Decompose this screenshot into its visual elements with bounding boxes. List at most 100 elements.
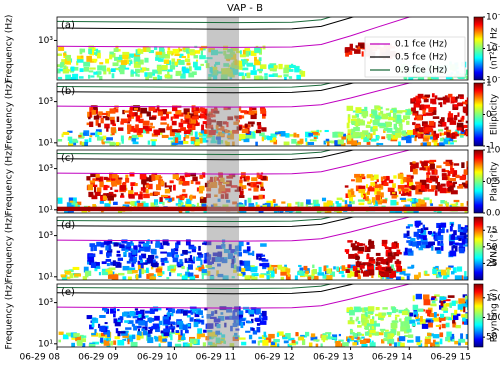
spectrogram-texture bbox=[123, 266, 130, 271]
x-tick-label: 06-29 13 bbox=[313, 353, 353, 363]
spectrogram-texture bbox=[239, 180, 242, 183]
spectrogram-texture bbox=[298, 336, 304, 340]
spectrogram-texture bbox=[445, 337, 448, 341]
spectrogram-texture bbox=[256, 308, 261, 313]
spectrogram-texture bbox=[314, 200, 316, 204]
spectrogram-texture bbox=[134, 192, 138, 195]
spectrogram-texture bbox=[395, 133, 401, 138]
spectrogram-texture bbox=[274, 65, 278, 68]
spectrogram-texture bbox=[110, 187, 112, 190]
spectrogram-texture bbox=[257, 323, 260, 326]
spectrogram-texture bbox=[247, 246, 251, 251]
spectrogram-texture bbox=[99, 272, 101, 275]
spectrogram-texture bbox=[163, 316, 169, 320]
spectrogram-texture bbox=[135, 124, 139, 129]
spectrogram-texture bbox=[465, 342, 470, 345]
spectrogram-texture bbox=[439, 332, 443, 337]
spectrogram-texture bbox=[385, 330, 389, 332]
spectrogram-texture bbox=[109, 244, 111, 249]
spectrogram-texture bbox=[377, 265, 381, 267]
spectrogram-texture bbox=[161, 181, 165, 186]
spectrogram-texture bbox=[88, 75, 90, 79]
spectrogram-texture bbox=[68, 137, 73, 141]
spectrogram-texture bbox=[164, 59, 169, 63]
spectrogram-texture bbox=[429, 121, 434, 126]
spectrogram-texture bbox=[175, 344, 181, 349]
spectrogram-texture bbox=[369, 330, 375, 333]
spectrogram-texture bbox=[393, 113, 396, 118]
colorbar-tick-label: 0.0 bbox=[486, 209, 500, 219]
x-tick-label: 06-29 14 bbox=[372, 353, 413, 363]
spectrogram-texture bbox=[241, 322, 244, 328]
spectrogram-texture bbox=[114, 262, 121, 264]
spectrogram-texture bbox=[192, 116, 199, 119]
spectrogram-texture bbox=[418, 272, 421, 277]
spectrogram-texture bbox=[463, 227, 467, 233]
spectrogram-texture bbox=[157, 70, 161, 74]
spectrogram-texture bbox=[166, 126, 170, 130]
spectrogram-texture bbox=[155, 243, 160, 248]
spectrogram-texture bbox=[407, 175, 411, 178]
spectrogram-texture bbox=[146, 185, 149, 188]
spectrogram-texture bbox=[392, 307, 396, 313]
spectrogram-texture bbox=[297, 141, 303, 144]
spectrogram-texture bbox=[360, 340, 366, 344]
spectrogram-texture bbox=[152, 141, 156, 146]
spectrogram-texture bbox=[259, 195, 263, 200]
spectrogram-texture bbox=[357, 251, 363, 254]
spectrogram-texture bbox=[148, 141, 150, 145]
spectrogram-texture bbox=[156, 268, 162, 272]
spectrogram-texture bbox=[88, 117, 90, 120]
spectrogram-texture bbox=[452, 320, 455, 324]
spectrogram-texture bbox=[170, 65, 175, 70]
spectrogram-texture bbox=[147, 318, 154, 322]
spectrogram-texture bbox=[162, 109, 167, 114]
spectrogram-texture bbox=[323, 266, 326, 272]
spectrogram-texture bbox=[83, 62, 90, 67]
title: VAP - B bbox=[227, 3, 263, 14]
spectrogram-texture bbox=[110, 120, 114, 125]
spectrogram-texture bbox=[424, 197, 430, 200]
spectrogram-texture bbox=[252, 251, 254, 256]
spectrogram-texture bbox=[128, 339, 130, 345]
spectrogram-texture bbox=[328, 334, 330, 339]
spectrogram-texture bbox=[72, 139, 77, 143]
spectrogram-texture bbox=[199, 175, 203, 179]
spectrogram-texture bbox=[239, 134, 245, 139]
spectrogram-texture bbox=[77, 59, 84, 62]
spectrogram-texture bbox=[415, 128, 419, 131]
spectrogram-texture bbox=[391, 271, 396, 276]
spectrogram-texture bbox=[102, 142, 105, 145]
spectrogram-texture bbox=[401, 189, 408, 192]
spectrogram-texture bbox=[170, 180, 174, 183]
shaded-interval bbox=[207, 17, 239, 80]
spectrogram-texture bbox=[398, 173, 404, 178]
spectrogram-texture bbox=[203, 342, 206, 346]
spectrogram-texture bbox=[453, 315, 458, 320]
spectrogram-texture bbox=[418, 230, 421, 233]
legend-label: 0.5 fce (Hz) bbox=[395, 53, 447, 63]
legend-label: 0.9 fce (Hz) bbox=[395, 66, 447, 76]
spectrogram-texture bbox=[106, 259, 112, 262]
spectrogram-texture bbox=[387, 128, 393, 133]
spectrogram-texture bbox=[261, 127, 266, 131]
spectrogram-texture bbox=[435, 190, 438, 196]
spectrogram-texture bbox=[105, 59, 109, 64]
x-tick-label: 06-29 10 bbox=[137, 353, 178, 363]
spectrogram-texture bbox=[143, 243, 149, 246]
spectrogram-texture bbox=[57, 207, 468, 211]
spectrogram-texture bbox=[309, 342, 313, 347]
spectrogram-texture bbox=[417, 237, 419, 240]
spectrogram-texture bbox=[450, 235, 455, 240]
spectrogram-texture bbox=[453, 245, 455, 248]
spectrogram-texture bbox=[400, 179, 403, 184]
spectrogram-texture bbox=[341, 274, 344, 277]
spectrogram-texture bbox=[164, 261, 169, 263]
spectrogram-texture bbox=[421, 199, 425, 204]
spectrogram-texture bbox=[396, 309, 398, 312]
spectrogram-texture bbox=[417, 116, 422, 121]
spectrogram-texture bbox=[246, 73, 250, 79]
spectrogram-texture bbox=[354, 49, 361, 54]
spectrogram-texture bbox=[392, 192, 396, 194]
spectrogram-texture bbox=[152, 263, 159, 267]
